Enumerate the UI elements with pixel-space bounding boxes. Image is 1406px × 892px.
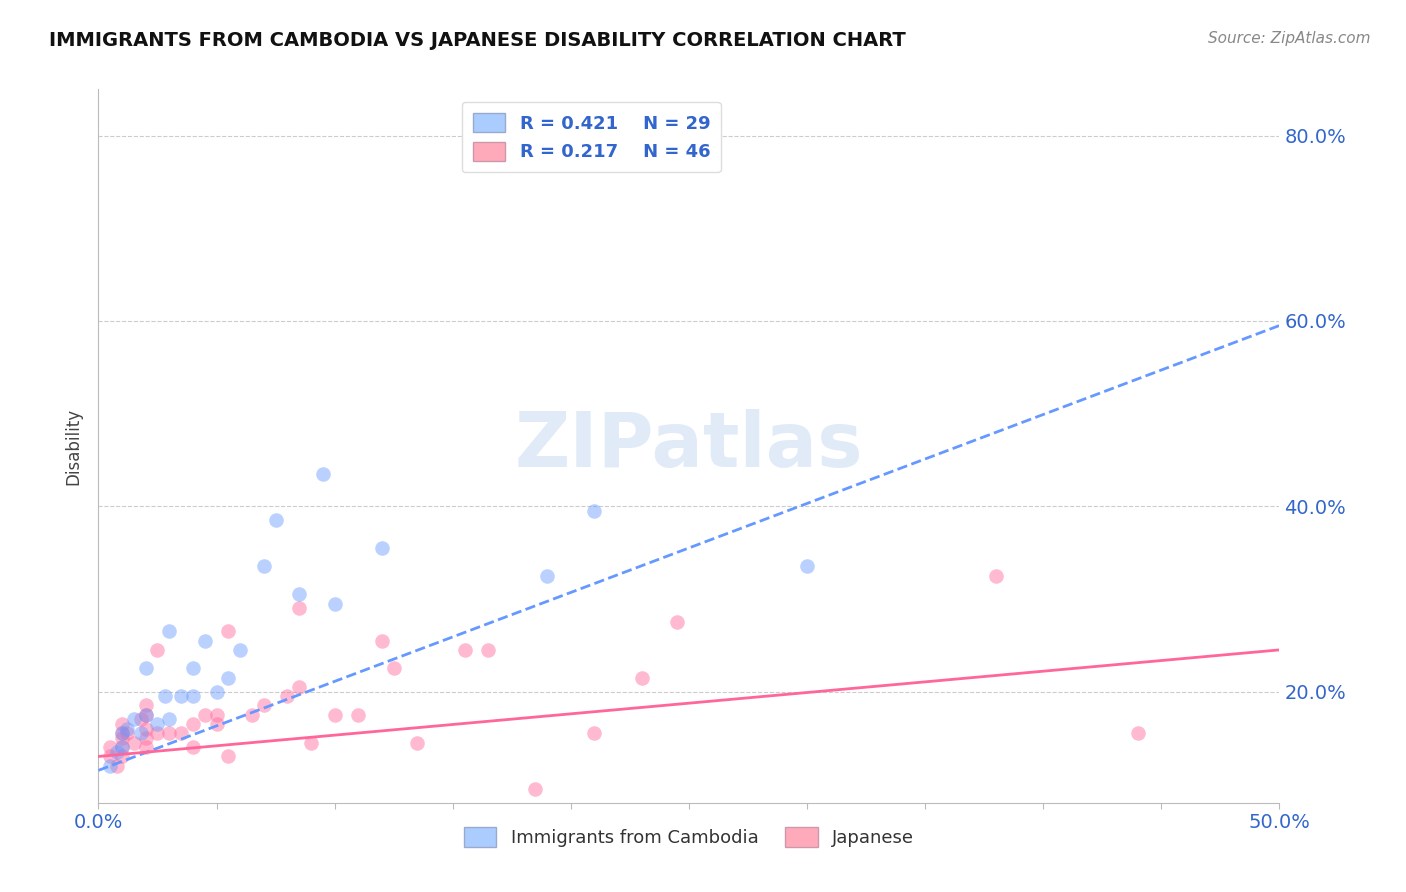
Point xyxy=(111,740,134,755)
Point xyxy=(583,726,606,740)
Point xyxy=(205,707,228,722)
Point xyxy=(105,758,128,772)
Point xyxy=(205,717,228,731)
Point xyxy=(536,568,558,582)
Legend: Immigrants from Cambodia, Japanese: Immigrants from Cambodia, Japanese xyxy=(457,820,921,855)
Point xyxy=(264,513,287,527)
Point xyxy=(253,698,276,713)
Point xyxy=(194,707,217,722)
Point xyxy=(371,541,394,555)
Point xyxy=(135,722,157,736)
Point xyxy=(371,633,394,648)
Point xyxy=(181,717,204,731)
Point xyxy=(630,671,652,685)
Point xyxy=(524,781,547,796)
Point xyxy=(122,735,145,749)
Point xyxy=(129,726,152,740)
Point xyxy=(240,707,263,722)
Text: IMMIGRANTS FROM CAMBODIA VS JAPANESE DISABILITY CORRELATION CHART: IMMIGRANTS FROM CAMBODIA VS JAPANESE DIS… xyxy=(49,31,905,50)
Point xyxy=(312,467,335,481)
Point xyxy=(170,690,193,704)
Point xyxy=(1126,726,1149,740)
Point xyxy=(984,568,1007,582)
Point xyxy=(111,740,134,755)
Point xyxy=(98,740,121,755)
Point xyxy=(323,707,346,722)
Point xyxy=(453,643,475,657)
Y-axis label: Disability: Disability xyxy=(65,408,83,484)
Point xyxy=(146,643,169,657)
Point xyxy=(135,661,157,675)
Point xyxy=(217,624,239,639)
Point xyxy=(157,726,180,740)
Point xyxy=(135,731,157,745)
Point xyxy=(135,698,157,713)
Point xyxy=(98,749,121,764)
Point xyxy=(217,749,239,764)
Point xyxy=(135,707,157,722)
Point xyxy=(111,749,134,764)
Point xyxy=(288,680,311,694)
Point xyxy=(146,726,169,740)
Point xyxy=(146,717,169,731)
Point xyxy=(382,661,405,675)
Text: ZIPatlas: ZIPatlas xyxy=(515,409,863,483)
Point xyxy=(111,731,134,745)
Point xyxy=(217,671,239,685)
Point xyxy=(105,745,128,759)
Point xyxy=(276,690,298,704)
Point xyxy=(229,643,252,657)
Point xyxy=(299,735,322,749)
Point xyxy=(181,740,204,755)
Point xyxy=(181,690,204,704)
Point xyxy=(181,661,204,675)
Point xyxy=(135,707,157,722)
Point xyxy=(666,615,689,629)
Point xyxy=(583,504,606,518)
Point xyxy=(111,726,134,740)
Point xyxy=(170,726,193,740)
Point xyxy=(347,707,370,722)
Point xyxy=(115,726,138,740)
Point xyxy=(323,597,346,611)
Point xyxy=(135,740,157,755)
Point xyxy=(253,559,276,574)
Point xyxy=(406,735,429,749)
Point xyxy=(288,601,311,615)
Point xyxy=(796,559,818,574)
Point xyxy=(288,587,311,601)
Point xyxy=(477,643,499,657)
Point xyxy=(157,712,180,726)
Point xyxy=(111,726,134,740)
Point xyxy=(98,758,121,772)
Point xyxy=(153,690,176,704)
Point xyxy=(129,712,152,726)
Point xyxy=(115,722,138,736)
Point xyxy=(194,633,217,648)
Point xyxy=(111,717,134,731)
Text: Source: ZipAtlas.com: Source: ZipAtlas.com xyxy=(1208,31,1371,46)
Point xyxy=(205,684,228,698)
Point xyxy=(122,712,145,726)
Point xyxy=(157,624,180,639)
